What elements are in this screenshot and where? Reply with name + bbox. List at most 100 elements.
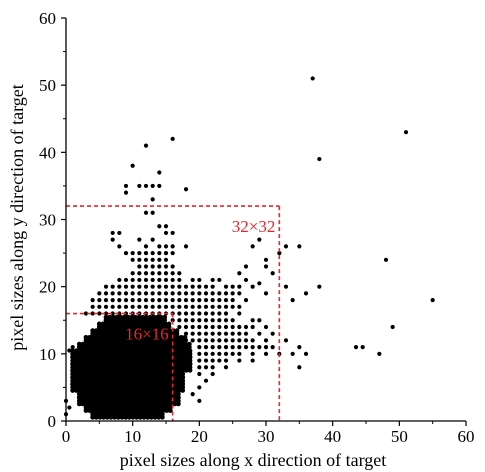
data-point — [250, 284, 255, 289]
data-point — [163, 264, 169, 269]
data-point — [237, 345, 242, 350]
data-point — [125, 314, 131, 320]
data-point — [250, 318, 255, 323]
data-point — [143, 314, 149, 320]
data-point — [317, 156, 322, 162]
data-point — [203, 284, 209, 289]
data-point — [170, 250, 175, 256]
data-point — [143, 304, 149, 309]
data-point — [157, 284, 162, 289]
data-point — [203, 351, 209, 356]
data-point — [137, 284, 142, 289]
data-point — [403, 130, 409, 135]
data-point — [110, 314, 116, 320]
data-point — [243, 331, 249, 336]
data-point — [123, 190, 129, 195]
data-point — [243, 345, 249, 350]
data-point — [177, 284, 182, 289]
data-point — [210, 345, 215, 350]
data-point — [103, 291, 109, 296]
data-point — [157, 277, 162, 283]
data-point — [130, 250, 135, 256]
data-point — [317, 284, 322, 289]
data-point — [177, 324, 182, 330]
data-point — [150, 197, 155, 202]
data-point — [270, 331, 275, 336]
data-point — [257, 237, 262, 242]
data-point — [130, 291, 135, 296]
data-point — [103, 304, 109, 309]
data-point — [217, 338, 222, 343]
data-point — [223, 358, 229, 363]
data-point — [217, 331, 222, 336]
data-point — [303, 351, 309, 356]
data-point — [76, 341, 82, 347]
data-point — [217, 291, 222, 296]
data-point — [223, 284, 229, 289]
data-point — [163, 250, 169, 256]
data-point — [123, 183, 129, 189]
data-point — [183, 298, 189, 303]
data-point — [163, 257, 169, 262]
data-point — [170, 277, 175, 283]
data-point — [377, 351, 382, 356]
data-point — [257, 345, 262, 350]
x-tick-label: 30 — [258, 427, 275, 446]
data-point — [170, 264, 175, 269]
data-point — [150, 257, 155, 262]
data-point — [177, 318, 182, 323]
data-point — [151, 314, 157, 320]
data-point — [117, 304, 122, 309]
data-point — [183, 284, 189, 289]
data-point — [143, 143, 149, 148]
data-point — [163, 271, 169, 276]
data-point — [190, 392, 195, 397]
data-point — [203, 291, 209, 296]
data-point — [123, 298, 129, 303]
data-point — [223, 365, 229, 370]
y-tick-label: 0 — [48, 412, 57, 431]
data-point — [121, 314, 127, 320]
data-point — [190, 331, 195, 336]
data-point — [197, 398, 202, 403]
data-point — [150, 291, 155, 296]
data-point — [190, 338, 195, 343]
data-point — [190, 291, 195, 296]
data-point — [210, 284, 215, 289]
data-point — [177, 277, 182, 283]
data-point — [170, 304, 175, 309]
data-point — [223, 351, 229, 356]
data-point — [237, 324, 242, 330]
data-point — [70, 345, 75, 350]
data-point — [197, 331, 202, 336]
data-point — [90, 298, 95, 303]
data-point — [183, 318, 189, 323]
x-tick-label: 10 — [124, 427, 141, 446]
data-point — [210, 291, 215, 296]
data-point — [137, 298, 142, 303]
data-point — [203, 304, 209, 309]
data-point — [217, 277, 222, 283]
data-point — [163, 277, 169, 283]
data-point — [237, 271, 242, 276]
data-point — [67, 405, 72, 410]
x-tick-label: 50 — [391, 427, 408, 446]
data-point — [117, 284, 122, 289]
data-point — [130, 271, 135, 276]
y-tick-label: 60 — [39, 9, 56, 28]
data-point — [96, 321, 102, 327]
data-point — [157, 271, 162, 276]
data-point — [183, 338, 189, 343]
data-point — [283, 284, 289, 289]
data-point — [137, 271, 142, 276]
data-point — [217, 304, 222, 309]
data-point — [67, 348, 72, 353]
data-point — [183, 311, 189, 316]
data-point — [203, 338, 209, 343]
data-point — [177, 271, 182, 276]
data-point — [143, 298, 149, 303]
x-tick-label: 60 — [458, 427, 475, 446]
data-point — [157, 183, 162, 189]
data-point — [110, 230, 115, 236]
data-point — [237, 304, 242, 309]
